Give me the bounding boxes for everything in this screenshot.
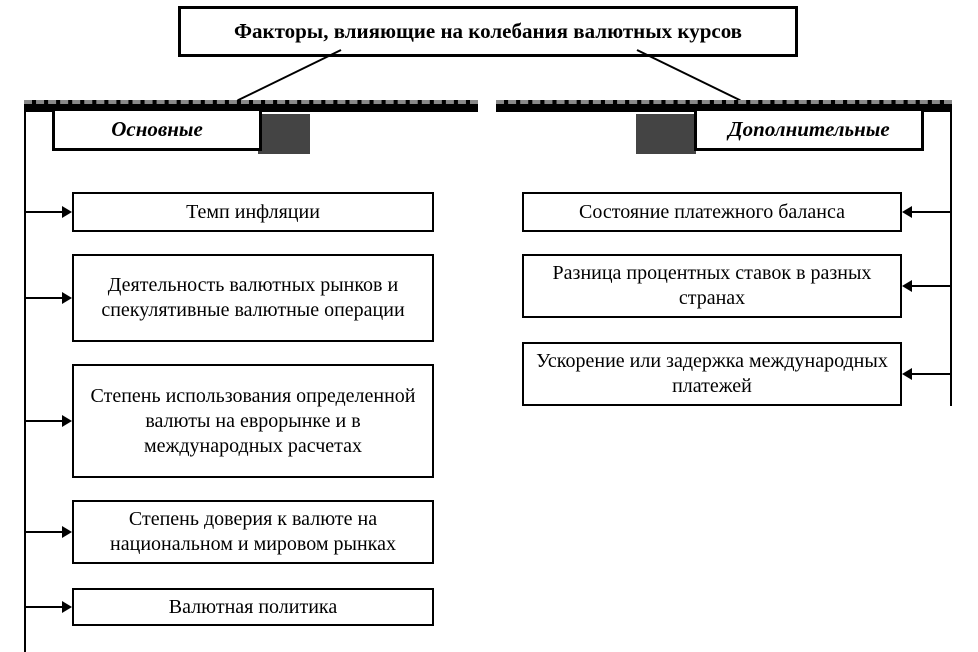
item-add-0: Состояние платежного баланса bbox=[522, 192, 902, 232]
item-main-3: Степень доверия к валюте на национальном… bbox=[72, 500, 434, 564]
arrow-right-0 bbox=[902, 206, 912, 218]
title-box: Факторы, влияющие на колебания валютных … bbox=[178, 6, 798, 57]
category-main-header: Основные bbox=[52, 108, 262, 151]
arrow-right-1 bbox=[902, 280, 912, 292]
arrow-right-2 bbox=[902, 368, 912, 380]
trunk-left bbox=[24, 108, 26, 652]
conn-right-2 bbox=[912, 373, 952, 375]
item-main-1: Деятельность валютных рынков и спекуляти… bbox=[72, 254, 434, 342]
conn-right-0 bbox=[912, 211, 952, 213]
arrow-left-4 bbox=[62, 601, 72, 613]
conn-left-1 bbox=[24, 297, 64, 299]
item-add-2: Ускорение или задержка международных пла… bbox=[522, 342, 902, 406]
conn-left-0 bbox=[24, 211, 64, 213]
arrow-left-3 bbox=[62, 526, 72, 538]
item-main-0: Темп инфляции bbox=[72, 192, 434, 232]
conn-right-1 bbox=[912, 285, 952, 287]
arrow-left-1 bbox=[62, 292, 72, 304]
arrow-left-0 bbox=[62, 206, 72, 218]
shadow-main bbox=[258, 114, 310, 154]
shadow-additional bbox=[636, 114, 696, 154]
conn-left-4 bbox=[24, 606, 64, 608]
trunk-right bbox=[950, 108, 952, 406]
category-additional-header: Дополнительные bbox=[694, 108, 924, 151]
item-add-1: Разница процентных ставок в разных стран… bbox=[522, 254, 902, 318]
conn-left-3 bbox=[24, 531, 64, 533]
arrow-left-2 bbox=[62, 415, 72, 427]
conn-left-2 bbox=[24, 420, 64, 422]
item-main-4: Валютная политика bbox=[72, 588, 434, 626]
item-main-2: Степень использования определенной валют… bbox=[72, 364, 434, 478]
